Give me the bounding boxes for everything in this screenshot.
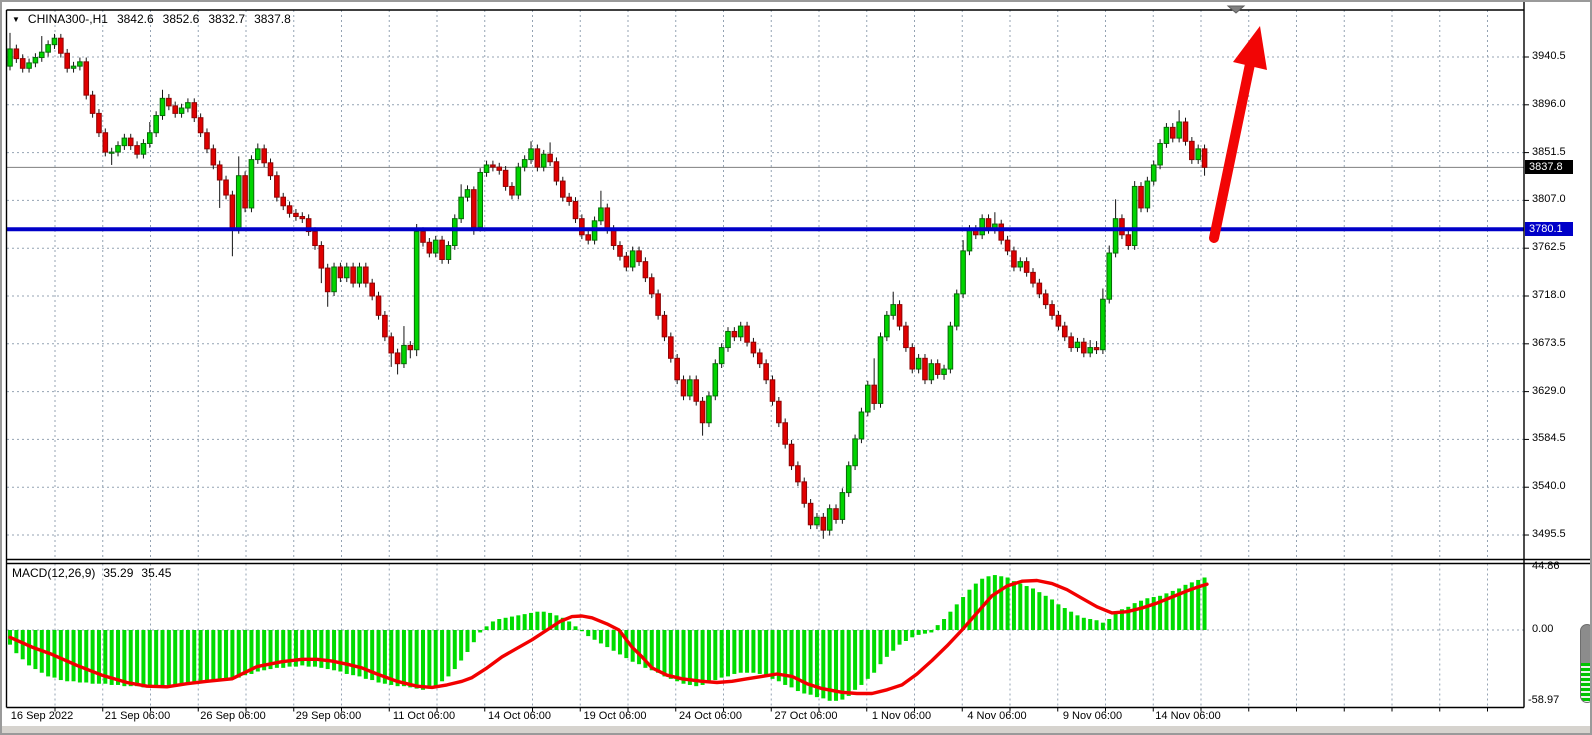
price-tick-label: 3940.5 bbox=[1532, 50, 1566, 62]
price-tick-label: 3896.0 bbox=[1532, 97, 1566, 110]
scrollbar-stripes bbox=[1581, 663, 1590, 702]
price-tick-label: 3629.0 bbox=[1532, 384, 1566, 397]
price-tick-label: 3718.0 bbox=[1532, 289, 1566, 301]
ohlc-low: 3832.7 bbox=[208, 12, 246, 26]
scrollbar-thumb[interactable] bbox=[1580, 624, 1590, 703]
ohlc-close: 3837.8 bbox=[254, 12, 291, 26]
macd-value-signal: 35.45 bbox=[141, 566, 172, 580]
time-tick-label: 21 Sep 06:00 bbox=[104, 710, 171, 722]
chart-title: ▼ CHINA300-,H1 3842.6 3852.6 3832.7 3837… bbox=[12, 12, 291, 26]
macd-label: MACD(12,26,9) bbox=[12, 566, 96, 580]
macd-value-main: 35.29 bbox=[103, 566, 134, 580]
ohlc-high: 3852.6 bbox=[162, 12, 200, 26]
grid-lines bbox=[7, 10, 1524, 708]
candlestick-series bbox=[7, 32, 1208, 539]
price-tick-label: 3762.5 bbox=[1532, 241, 1566, 254]
price-tick-label: 3673.5 bbox=[1532, 336, 1566, 349]
time-tick-label: 4 Nov 06:00 bbox=[967, 710, 1027, 722]
price-tick-label: 3807.0 bbox=[1532, 193, 1566, 206]
panel-frame bbox=[5, 2, 1590, 712]
time-tick-label: 24 Oct 06:00 bbox=[679, 710, 742, 722]
price-tick-label: 3851.5 bbox=[1532, 145, 1566, 158]
price-tick-label: 3584.5 bbox=[1532, 432, 1566, 445]
time-tick-label: 27 Oct 06:00 bbox=[774, 710, 838, 722]
price-tick-label: 3495.5 bbox=[1532, 528, 1566, 541]
chart-shift-marker-icon[interactable] bbox=[1226, 5, 1246, 14]
time-tick-label: 14 Oct 06:00 bbox=[488, 710, 551, 722]
macd-axis-label: 44.86 bbox=[1532, 560, 1560, 572]
window-bottom-edge bbox=[2, 725, 1590, 733]
time-tick-label: 19 Oct 06:00 bbox=[583, 710, 647, 722]
time-tick-label: 16 Sep 2022 bbox=[10, 710, 74, 722]
symbol-dropdown-icon[interactable]: ▼ bbox=[12, 14, 20, 24]
trend-arrow-up[interactable] bbox=[1209, 26, 1267, 243]
symbol-period-label: CHINA300-,H1 bbox=[27, 12, 108, 26]
price-tick-label: 3540.0 bbox=[1532, 480, 1566, 493]
current-price-label: 3837.8 bbox=[1525, 160, 1573, 175]
macd-title: MACD(12,26,9) 35.29 35.45 bbox=[12, 566, 171, 580]
time-tick-label: 26 Sep 06:00 bbox=[200, 710, 266, 722]
time-tick-label: 14 Nov 06:00 bbox=[1155, 710, 1221, 722]
macd-axis-label: -58.97 bbox=[1528, 694, 1560, 706]
time-tick-label: 9 Nov 06:00 bbox=[1062, 710, 1123, 722]
ohlc-open: 3842.6 bbox=[116, 12, 154, 26]
macd-axis-label: 0.00 bbox=[1532, 623, 1554, 635]
macd-indicator bbox=[8, 575, 1209, 701]
time-tick-label: 11 Oct 06:00 bbox=[392, 710, 456, 722]
time-tick-label: 29 Sep 06:00 bbox=[295, 710, 362, 722]
time-tick-label: 1 Nov 06:00 bbox=[871, 710, 932, 722]
support-line-price-label: 3780.1 bbox=[1525, 222, 1573, 237]
